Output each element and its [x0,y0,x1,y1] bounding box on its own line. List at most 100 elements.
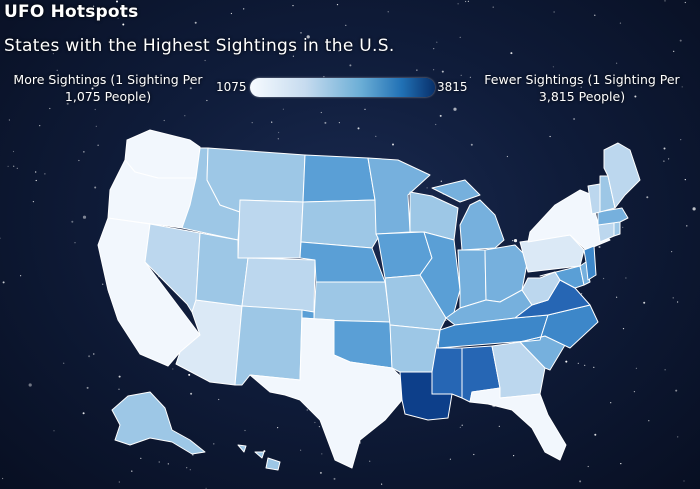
star [192,454,194,456]
state-south-dakota[interactable] [300,199,379,249]
star [357,127,360,130]
star [74,242,76,244]
star [320,111,322,114]
star [35,179,37,182]
star [292,55,294,57]
state-florida[interactable] [469,387,567,461]
state-indiana[interactable] [457,249,487,309]
state-alaska[interactable] [111,391,206,455]
star [53,430,55,432]
state-mississippi[interactable] [431,347,463,399]
star [668,158,670,160]
star [16,74,18,77]
star [194,21,197,24]
star [86,386,89,389]
star [94,186,97,189]
star [2,281,5,284]
state-hawaii[interactable] [237,444,281,471]
star [663,160,665,162]
star [587,465,589,468]
star [680,139,682,141]
state-new-mexico[interactable] [234,305,303,386]
star [277,427,279,429]
star [20,275,22,277]
state-washington[interactable] [124,129,201,179]
star [364,108,366,110]
star [439,114,442,117]
star [349,64,352,67]
star [93,5,95,7]
star [13,165,15,167]
star [620,463,622,465]
star [82,92,84,94]
star [625,277,627,279]
star [93,353,95,355]
star [692,207,696,211]
star [158,461,160,463]
star [32,201,35,203]
star [300,32,302,34]
star [603,277,605,280]
star [189,469,191,471]
state-colorado[interactable] [241,257,316,313]
star [433,69,435,71]
star [593,366,595,368]
state-texas[interactable] [249,317,403,469]
star [167,463,169,465]
state-new-jersey[interactable] [583,245,597,281]
star [63,362,65,364]
state-rhode-island[interactable] [613,221,621,237]
state-wyoming[interactable] [237,199,304,259]
state-minnesota[interactable] [367,157,431,235]
star [663,147,666,150]
star [683,480,685,482]
star [306,409,308,411]
star [244,429,246,432]
state-maine[interactable] [603,142,641,209]
star [549,135,551,138]
star [35,171,37,173]
star [44,173,46,175]
star [78,159,80,162]
star [7,165,9,167]
state-michigan[interactable] [431,179,505,251]
star [375,135,377,137]
star [48,78,51,80]
star [467,0,469,2]
star [616,62,618,64]
star [416,69,418,71]
star [584,364,586,366]
legend-color-scale [250,78,435,97]
star [671,251,673,253]
star [643,301,646,304]
star [673,50,675,52]
star [387,11,389,13]
star [426,187,428,189]
star [282,108,284,110]
star [594,14,596,16]
star [314,421,316,424]
star [681,86,683,88]
state-arkansas[interactable] [389,324,441,373]
star [338,122,340,124]
state-massachusetts[interactable] [597,207,629,226]
star [435,123,437,126]
star [675,389,678,392]
star [684,1,686,4]
star [323,76,325,78]
star [49,107,51,110]
star [0,237,1,239]
star [333,477,336,480]
star [1,477,4,480]
state-kansas[interactable] [313,281,391,323]
star [318,426,320,428]
star [459,36,461,39]
star [594,433,597,436]
star [117,17,119,19]
star [218,398,220,401]
star [677,301,679,303]
star [83,151,85,153]
star [616,296,618,298]
star [648,420,650,422]
state-north-dakota[interactable] [302,154,376,203]
